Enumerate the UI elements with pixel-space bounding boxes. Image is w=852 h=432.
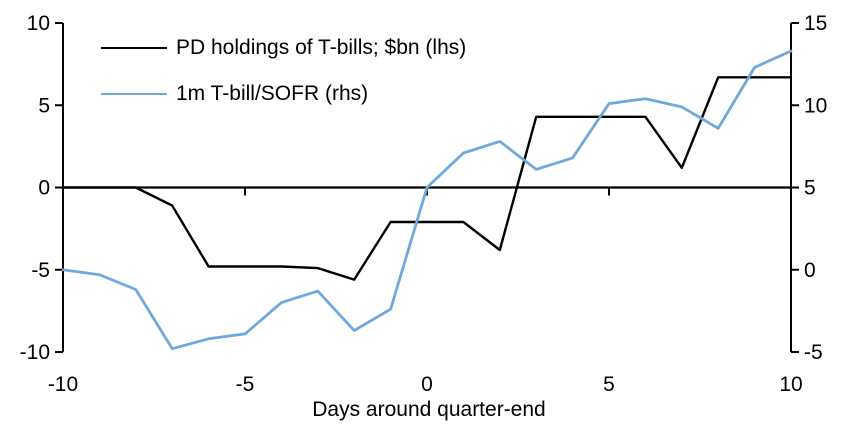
black-line-sample-icon	[101, 47, 167, 49]
left-axis-tick-label: -5	[31, 259, 50, 282]
legend-item-pd-holdings: PD holdings of T-bills; $bn (lhs)	[101, 34, 466, 62]
x-axis-tick-label: -10	[48, 373, 78, 396]
x-axis-tick-label: 5	[603, 373, 615, 396]
series-line-sofr	[61, 49, 793, 351]
x-axis-title: Days around quarter-end	[312, 398, 546, 421]
right-axis-tick-label: -5	[804, 341, 823, 364]
legend-label-sofr: 1m T-bill/SOFR (rhs)	[176, 82, 369, 105]
right-axis-tick-label: 10	[804, 94, 827, 117]
series-line-pd-holdings	[61, 76, 793, 281]
right-axis-tick-label: 15	[804, 12, 827, 35]
x-axis-tick-label: 0	[421, 373, 433, 396]
left-axis-tick-label: 0	[38, 177, 50, 200]
x-axis-tick-label: 10	[779, 373, 802, 396]
right-axis-tick-label: 5	[804, 177, 816, 200]
right-axis-tick-label: 0	[804, 259, 816, 282]
legend-label-pd-holdings: PD holdings of T-bills; $bn (lhs)	[176, 36, 467, 59]
left-axis-tick-label: 10	[27, 12, 50, 35]
legend: PD holdings of T-bills; $bn (lhs) 1m T-b…	[101, 34, 466, 126]
x-axis-tick-label: -5	[236, 373, 255, 396]
axis-tick-labels: 10 5 0 -5 -10 15 10 5 0 -5 -10 -5 0 5 10	[20, 12, 828, 396]
blue-line-sample-icon	[101, 93, 167, 95]
legend-item-sofr: 1m T-bill/SOFR (rhs)	[101, 80, 466, 108]
data-series	[61, 49, 793, 351]
left-axis-tick-label: 5	[38, 94, 50, 117]
left-axis-tick-label: -10	[20, 341, 50, 364]
